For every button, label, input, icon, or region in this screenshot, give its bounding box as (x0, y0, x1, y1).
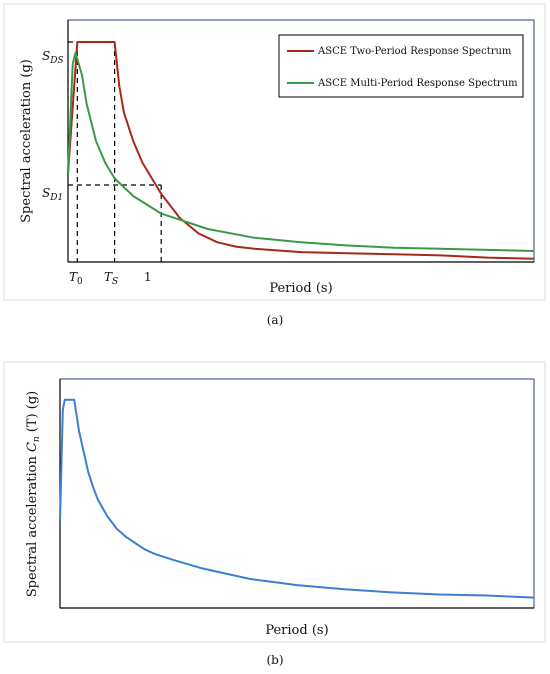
series-multi-period-line (67, 52, 535, 252)
panel-b-border (3, 361, 546, 643)
legend-box (278, 34, 524, 98)
chart-b: Period (s) Spectral acceleration Cn (T) … (25, 378, 535, 638)
x-mark-one: 1 (144, 270, 152, 284)
series-group (67, 41, 535, 260)
caption-b: (b) (266, 653, 283, 667)
series-two-period-line (67, 41, 535, 260)
series-group (59, 398, 535, 599)
caption-a: (a) (267, 313, 284, 327)
x-mark-ts: TS (104, 270, 118, 287)
legend-label-multi-period: ASCE Multi-Period Response Spectrum (317, 78, 518, 89)
chart-a: SDS SD1 T0 TS 1 Period (s) Spectral acce… (19, 19, 535, 296)
series-cn-line (59, 398, 535, 599)
x-axis-title: Period (s) (269, 281, 332, 296)
legend-label-two-period: ASCE Two-Period Response Spectrum (317, 46, 512, 57)
x-axis-title: Period (s) (265, 623, 328, 638)
panel-a-border (3, 3, 546, 301)
legend: ASCE Two-Period Response Spectrum ASCE M… (278, 34, 524, 98)
x-mark-t0: T0 (69, 270, 83, 287)
y-mark-sds: SDS (42, 49, 64, 66)
y-mark-sd1: SD1 (42, 186, 63, 203)
reference-guides (68, 41, 162, 262)
plot-area-frame (59, 378, 535, 609)
y-axis-title: Spectral acceleration Cn (T) (g) (25, 391, 42, 598)
y-axis-title: Spectral acceleration (g) (19, 59, 34, 223)
